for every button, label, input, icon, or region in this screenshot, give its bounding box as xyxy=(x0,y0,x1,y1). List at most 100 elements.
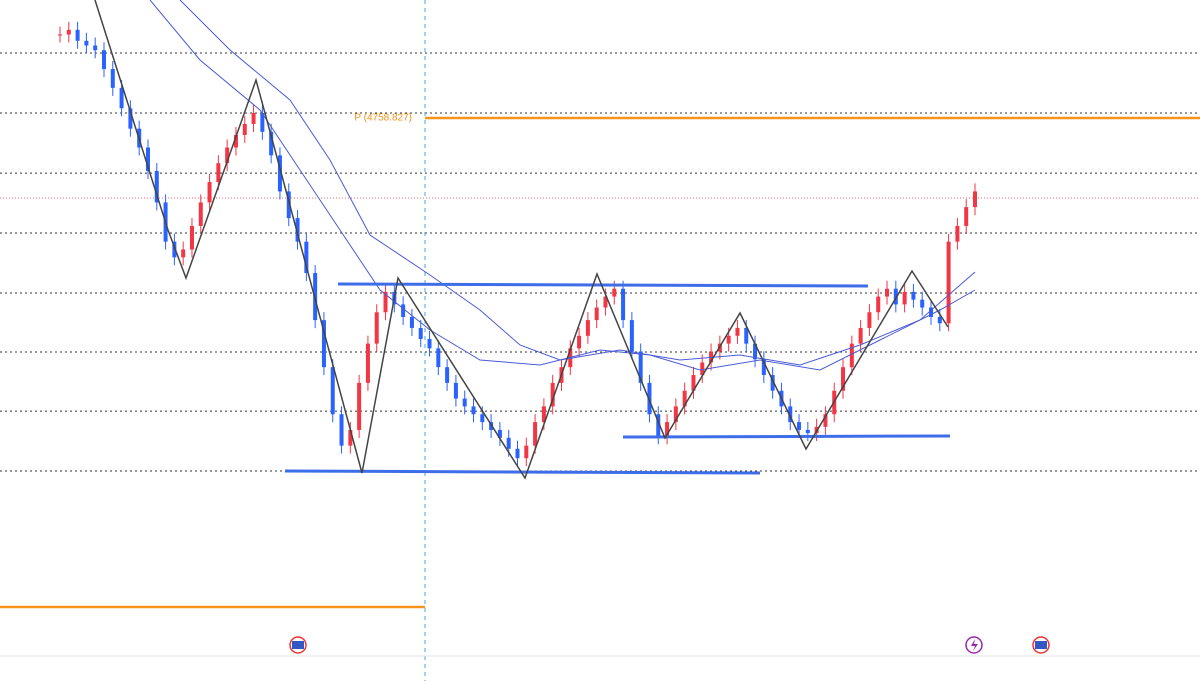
candle-body xyxy=(594,307,599,321)
candle-body xyxy=(409,316,414,328)
candle-body xyxy=(700,362,705,376)
candle-body xyxy=(805,429,810,434)
candle-body xyxy=(858,327,863,344)
candle-body xyxy=(374,312,379,344)
candle-body xyxy=(665,422,670,437)
candle-body xyxy=(260,112,265,132)
moving-average xyxy=(179,0,976,366)
candle-body xyxy=(365,343,370,383)
candle-body xyxy=(321,320,326,368)
candle-body xyxy=(577,335,582,349)
event-icon xyxy=(289,636,307,654)
candle-body xyxy=(462,398,467,407)
candle-body xyxy=(656,414,661,437)
candle-body xyxy=(172,241,177,258)
candle-body xyxy=(612,288,617,297)
candle-body xyxy=(119,87,124,109)
candle-body xyxy=(770,375,775,391)
candle-body xyxy=(295,218,300,242)
trend-line xyxy=(337,282,869,288)
candle-body xyxy=(893,288,898,305)
candle-body xyxy=(357,382,362,430)
candle-body xyxy=(621,288,626,321)
candle-body xyxy=(445,367,450,383)
candle-body xyxy=(348,429,353,446)
candle-body xyxy=(427,338,432,349)
candle-body xyxy=(533,422,538,446)
candle-body xyxy=(304,241,309,274)
candle-body xyxy=(471,406,476,415)
candle-body xyxy=(330,367,335,415)
candle-body xyxy=(744,327,749,344)
candle-body xyxy=(603,296,608,308)
candle-body xyxy=(885,288,890,297)
candle-body xyxy=(550,382,555,407)
candle-body xyxy=(726,335,731,344)
candle-body xyxy=(911,291,916,300)
candle-body xyxy=(145,147,150,172)
candle-body xyxy=(66,29,71,35)
candle-body xyxy=(541,406,546,423)
candle-body xyxy=(128,108,133,129)
candle-body xyxy=(876,296,881,313)
candle-body xyxy=(955,225,960,242)
zigzag xyxy=(94,0,949,480)
candle-body xyxy=(515,448,520,459)
candle-body xyxy=(154,171,159,203)
trend-lines xyxy=(284,282,951,475)
candle-body xyxy=(418,327,423,339)
candle-body xyxy=(753,343,758,360)
candle-body xyxy=(242,123,247,135)
candle-body xyxy=(823,414,828,427)
candle-body xyxy=(277,155,282,192)
candle-body xyxy=(946,241,951,324)
candle-body xyxy=(93,45,98,51)
candle-body xyxy=(638,351,643,383)
candle-body xyxy=(673,406,678,423)
candle-body xyxy=(453,382,458,399)
candle-body xyxy=(691,375,696,391)
candle-body xyxy=(920,299,925,308)
candle-body xyxy=(383,291,388,313)
candle-body xyxy=(75,29,80,41)
candle-body xyxy=(973,191,977,208)
candle-body xyxy=(902,291,907,305)
candle-body xyxy=(761,359,766,376)
price-line-label: P (4758.827) xyxy=(354,113,412,124)
candle-body xyxy=(797,422,802,430)
trend-line xyxy=(622,434,951,439)
candle-body xyxy=(849,343,854,368)
candle-body xyxy=(480,414,485,423)
candle-body xyxy=(207,182,212,203)
candle-body xyxy=(84,40,89,46)
event-icon xyxy=(965,636,983,654)
candle-body xyxy=(497,429,502,438)
candle-body xyxy=(524,445,529,459)
candle-body xyxy=(198,202,203,226)
candle-body xyxy=(181,249,186,258)
candle-body xyxy=(585,320,590,336)
trend-line xyxy=(284,469,761,475)
candle-body xyxy=(286,191,291,219)
candle-body xyxy=(841,367,846,391)
candle-body xyxy=(735,327,740,336)
candle-body xyxy=(251,112,256,124)
candle-body xyxy=(101,50,106,70)
candle-body xyxy=(647,382,652,415)
candle-body xyxy=(189,225,194,250)
candle-body xyxy=(506,437,511,449)
moving-average xyxy=(149,0,976,371)
event-icon xyxy=(1032,636,1050,654)
candle-body xyxy=(339,414,344,446)
candle-body xyxy=(682,390,687,407)
candle-body xyxy=(225,147,230,164)
candle-body xyxy=(788,406,793,423)
candle-body xyxy=(436,348,441,368)
candle-body xyxy=(867,312,872,328)
candle-body xyxy=(937,316,942,324)
candle-body xyxy=(233,134,238,148)
candle-body xyxy=(110,69,115,88)
candle-body xyxy=(964,207,969,226)
